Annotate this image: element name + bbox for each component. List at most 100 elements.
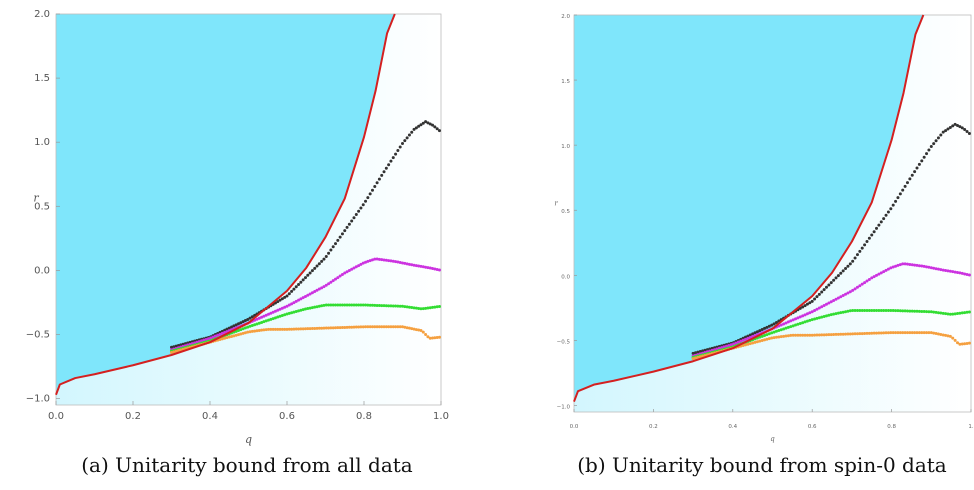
- series-point: [345, 325, 349, 329]
- series-point: [426, 306, 430, 310]
- series-point: [796, 333, 800, 337]
- series-point: [936, 311, 940, 315]
- series-point: [405, 136, 409, 140]
- series-point: [435, 268, 439, 272]
- series-point: [364, 303, 368, 307]
- series-point: [882, 217, 886, 221]
- series-point: [336, 303, 340, 307]
- series-point: [223, 336, 227, 340]
- series-point: [810, 299, 814, 303]
- series-point: [820, 315, 824, 319]
- series-point: [732, 342, 736, 346]
- series-point: [753, 331, 757, 335]
- series-point: [364, 199, 368, 203]
- series-point: [960, 126, 964, 130]
- series-point: [905, 309, 909, 313]
- series-point: [340, 272, 344, 276]
- series-point: [853, 308, 857, 312]
- series-point: [875, 308, 879, 312]
- series-point: [910, 331, 914, 335]
- series-point: [370, 303, 374, 307]
- series-point: [901, 309, 905, 313]
- series-point: [324, 254, 328, 258]
- series-point: [796, 316, 800, 320]
- series-point: [320, 259, 324, 263]
- series-point: [772, 336, 776, 340]
- series-point: [956, 341, 960, 345]
- series-point: [815, 295, 819, 299]
- series-point: [280, 306, 284, 310]
- series-point: [227, 335, 231, 339]
- series-point: [417, 306, 421, 310]
- series-point: [428, 266, 432, 270]
- series-point: [858, 332, 862, 336]
- series-point: [193, 341, 197, 345]
- series-point: [844, 292, 848, 296]
- series-point: [939, 268, 943, 272]
- series-point: [401, 304, 404, 308]
- series-point: [410, 263, 414, 267]
- series-point: [250, 315, 254, 319]
- series-point: [948, 125, 952, 129]
- series-point: [927, 310, 931, 314]
- series-point: [276, 300, 280, 304]
- series-point: [836, 274, 840, 278]
- series-point: [941, 333, 945, 337]
- series-point: [264, 319, 268, 323]
- series-point: [347, 268, 351, 272]
- x-tick-label: 0.6: [808, 424, 817, 430]
- series-point: [285, 312, 289, 316]
- series-point: [310, 306, 314, 310]
- series-point: [426, 335, 430, 339]
- series-point: [357, 209, 361, 213]
- series-point: [927, 148, 931, 152]
- series-point: [248, 324, 252, 328]
- series-point: [294, 310, 298, 314]
- series-point: [433, 125, 437, 129]
- series-point: [786, 334, 790, 338]
- series-point: [243, 319, 247, 323]
- series-point: [292, 327, 296, 331]
- series-point: [262, 320, 266, 324]
- series-point: [313, 266, 317, 270]
- series-point: [953, 270, 957, 274]
- series-point: [387, 325, 391, 329]
- series-point: [419, 328, 423, 332]
- series-point: [805, 333, 809, 337]
- series-point: [401, 325, 404, 329]
- series-point: [401, 261, 404, 265]
- series-point: [898, 192, 902, 196]
- series-point: [264, 313, 268, 317]
- y-tick-label: 1.5: [561, 79, 570, 85]
- series-point: [218, 338, 222, 342]
- series-point: [929, 266, 933, 270]
- series-point: [934, 267, 938, 271]
- series-point: [280, 314, 284, 318]
- series-point: [808, 301, 812, 305]
- series-point: [424, 120, 428, 124]
- series-point: [428, 122, 432, 126]
- series-point: [308, 271, 312, 275]
- series-point: [301, 296, 305, 300]
- series-point: [855, 332, 859, 336]
- series-point: [211, 335, 215, 339]
- series-point: [183, 342, 187, 346]
- series-point: [220, 329, 224, 333]
- y-tick-label: −1.0: [557, 404, 571, 410]
- series-point: [271, 310, 275, 314]
- series-point: [170, 345, 173, 349]
- series-point: [350, 303, 354, 307]
- series-point: [336, 326, 340, 330]
- series-point: [396, 325, 400, 329]
- series-point: [960, 311, 964, 315]
- y-tick-label: 2.0: [34, 9, 50, 20]
- series-point: [361, 325, 365, 329]
- series-point: [410, 306, 414, 310]
- series-point: [803, 333, 807, 337]
- series-point: [727, 343, 731, 347]
- series-point: [784, 326, 788, 330]
- series-point: [431, 123, 435, 127]
- series-point: [867, 277, 871, 281]
- series-point: [394, 260, 398, 264]
- series-point: [257, 321, 261, 325]
